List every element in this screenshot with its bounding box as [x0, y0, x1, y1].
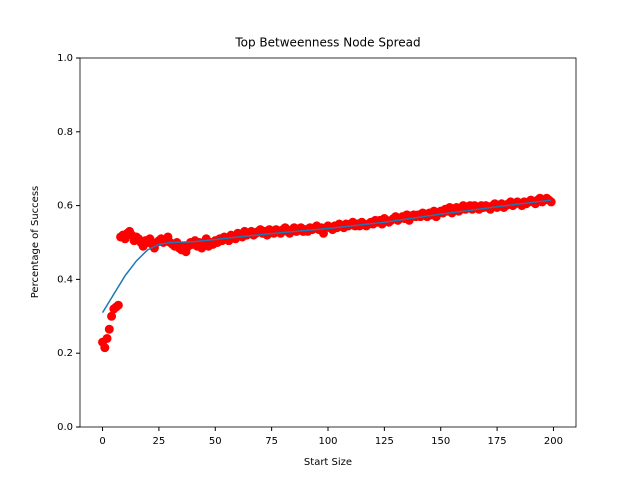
- y-tick-label: 0.2: [57, 348, 73, 359]
- x-tick-label: 50: [209, 436, 222, 447]
- plot-frame: [79, 57, 577, 428]
- point: [107, 311, 117, 321]
- x-axis-label: Start Size: [304, 457, 352, 468]
- y-tick-label: 0.8: [57, 127, 73, 138]
- point: [100, 343, 110, 353]
- point: [102, 333, 112, 343]
- x-tick-label: 25: [153, 436, 166, 447]
- point: [113, 300, 123, 310]
- y-tick-label: 0.4: [57, 274, 73, 285]
- x-tick-label: 125: [375, 436, 394, 447]
- y-tick-label: 0.0: [57, 422, 73, 433]
- y-axis-label: Percentage of Success: [30, 186, 41, 299]
- point: [104, 324, 114, 334]
- fit-line: [101, 199, 552, 314]
- y-tick-label: 1.0: [57, 53, 73, 64]
- y-tick-label: 0.6: [57, 201, 73, 212]
- x-tick-label: 175: [488, 436, 507, 447]
- x-tick-label: 75: [265, 436, 278, 447]
- chart-title: Top Betweenness Node Spread: [234, 36, 420, 50]
- x-tick-label: 100: [318, 436, 337, 447]
- point: [546, 197, 556, 207]
- x-tick-label: 200: [544, 436, 563, 447]
- x-tick-label: 150: [431, 436, 450, 447]
- x-tick-label: 0: [99, 436, 105, 447]
